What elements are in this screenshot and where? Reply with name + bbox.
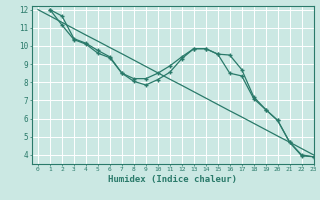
X-axis label: Humidex (Indice chaleur): Humidex (Indice chaleur)	[108, 175, 237, 184]
